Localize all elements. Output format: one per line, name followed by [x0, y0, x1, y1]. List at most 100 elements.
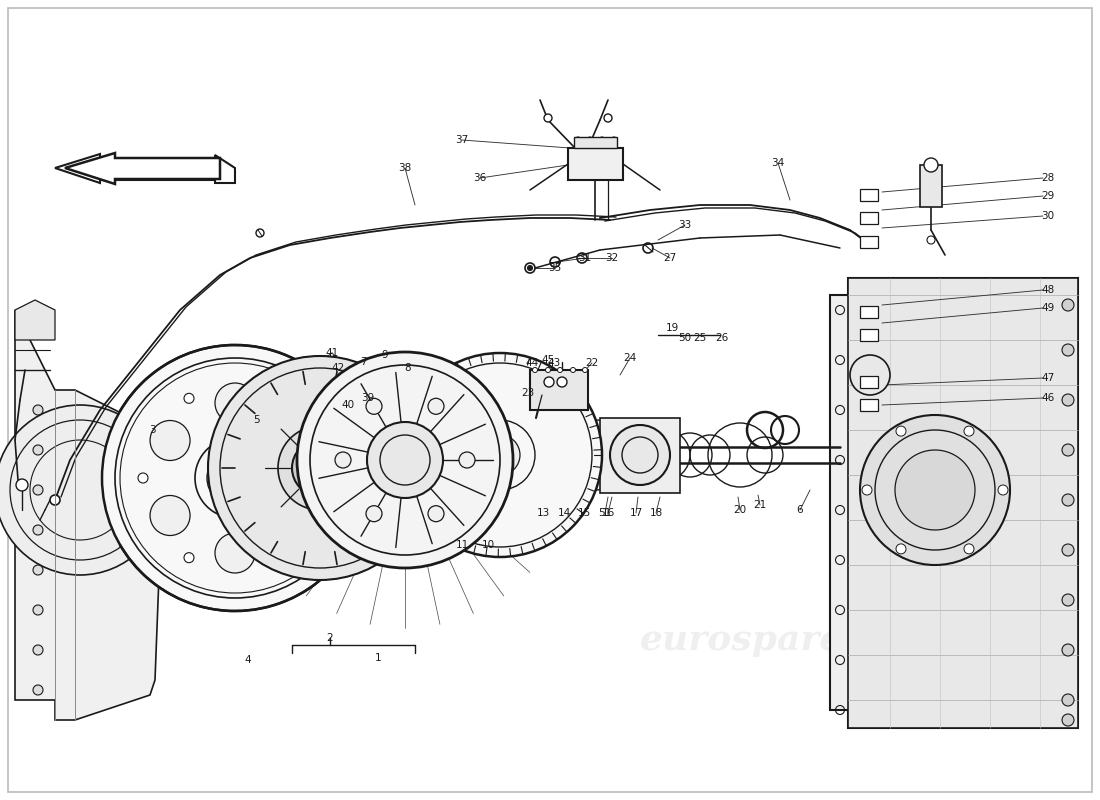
- Circle shape: [896, 544, 906, 554]
- Circle shape: [544, 377, 554, 387]
- Circle shape: [33, 645, 43, 655]
- Text: 21: 21: [754, 500, 767, 510]
- Text: 40: 40: [341, 400, 354, 410]
- Bar: [860, 329, 878, 341]
- Text: 22: 22: [585, 358, 598, 368]
- Text: 25: 25: [693, 333, 706, 343]
- Circle shape: [367, 422, 443, 498]
- Circle shape: [895, 450, 975, 530]
- Circle shape: [1062, 594, 1074, 606]
- Polygon shape: [55, 154, 235, 183]
- Circle shape: [278, 426, 362, 510]
- Text: 17: 17: [629, 508, 642, 518]
- Text: 11: 11: [455, 540, 469, 550]
- Text: 45: 45: [541, 355, 554, 365]
- Text: 4: 4: [244, 655, 251, 665]
- Circle shape: [16, 479, 28, 491]
- Text: 44: 44: [526, 358, 539, 368]
- Text: 14: 14: [558, 508, 571, 518]
- Circle shape: [1062, 644, 1074, 656]
- Circle shape: [0, 405, 165, 575]
- Text: 3: 3: [148, 425, 155, 435]
- Circle shape: [428, 398, 444, 414]
- Circle shape: [276, 553, 286, 562]
- Circle shape: [532, 367, 538, 373]
- Circle shape: [214, 383, 255, 423]
- Circle shape: [50, 495, 60, 505]
- Bar: [860, 376, 878, 388]
- Text: 2: 2: [327, 633, 333, 643]
- Circle shape: [366, 398, 382, 414]
- Text: 47: 47: [1042, 373, 1055, 383]
- Circle shape: [860, 415, 1010, 565]
- Text: 35: 35: [549, 263, 562, 273]
- Text: 5: 5: [254, 415, 261, 425]
- Text: 20: 20: [734, 505, 747, 515]
- Bar: [568, 148, 623, 180]
- Circle shape: [207, 450, 263, 506]
- Bar: [860, 189, 878, 201]
- Text: 9: 9: [382, 350, 388, 360]
- Text: eurospares: eurospares: [195, 523, 419, 557]
- Polygon shape: [830, 278, 1078, 728]
- Text: 46: 46: [1042, 393, 1055, 403]
- Text: 38: 38: [398, 163, 411, 173]
- Text: 36: 36: [473, 173, 486, 183]
- Circle shape: [587, 137, 593, 143]
- Circle shape: [138, 473, 148, 483]
- Circle shape: [924, 158, 938, 172]
- Text: 18: 18: [649, 508, 662, 518]
- Text: 1: 1: [375, 653, 382, 663]
- Bar: [860, 236, 878, 248]
- Circle shape: [1062, 344, 1074, 356]
- Circle shape: [850, 355, 890, 395]
- Text: 6: 6: [796, 505, 803, 515]
- Circle shape: [480, 435, 520, 475]
- Bar: [860, 212, 878, 224]
- Circle shape: [896, 426, 906, 436]
- Circle shape: [33, 445, 43, 455]
- Text: 42: 42: [331, 363, 344, 373]
- Circle shape: [600, 137, 605, 143]
- Circle shape: [610, 425, 670, 485]
- Circle shape: [150, 421, 190, 461]
- Circle shape: [297, 352, 513, 568]
- Circle shape: [575, 137, 581, 143]
- Text: 15: 15: [578, 508, 591, 518]
- Circle shape: [336, 452, 351, 468]
- Text: 16: 16: [602, 508, 615, 518]
- Circle shape: [184, 553, 194, 562]
- Text: 28: 28: [1042, 173, 1055, 183]
- Circle shape: [583, 367, 587, 373]
- Circle shape: [292, 440, 348, 496]
- Bar: [920, 165, 942, 207]
- Circle shape: [1062, 394, 1074, 406]
- Bar: [574, 137, 617, 148]
- Circle shape: [208, 356, 432, 580]
- Circle shape: [366, 506, 382, 522]
- Text: 31: 31: [579, 253, 592, 263]
- Text: 49: 49: [1042, 303, 1055, 313]
- Circle shape: [964, 544, 974, 554]
- Bar: [530, 370, 588, 410]
- Text: 51: 51: [598, 508, 612, 518]
- Text: 39: 39: [362, 393, 375, 403]
- Circle shape: [214, 533, 255, 573]
- Circle shape: [322, 473, 332, 483]
- Bar: [860, 306, 878, 318]
- Text: 8: 8: [405, 363, 411, 373]
- Circle shape: [998, 485, 1008, 495]
- Text: 7: 7: [360, 357, 366, 367]
- Circle shape: [459, 452, 475, 468]
- Text: 24: 24: [624, 353, 637, 363]
- Text: 50: 50: [679, 333, 692, 343]
- Circle shape: [184, 394, 194, 403]
- Bar: [860, 399, 878, 411]
- Circle shape: [1062, 494, 1074, 506]
- Circle shape: [33, 685, 43, 695]
- Polygon shape: [15, 310, 159, 720]
- Circle shape: [571, 367, 575, 373]
- Text: 43: 43: [548, 358, 561, 368]
- Circle shape: [544, 114, 552, 122]
- Text: 33: 33: [679, 220, 692, 230]
